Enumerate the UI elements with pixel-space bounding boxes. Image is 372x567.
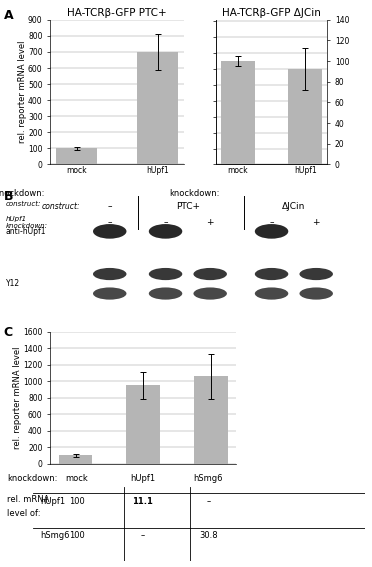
- Text: hSmg6: hSmg6: [40, 531, 69, 540]
- Text: hSmg6: hSmg6: [193, 474, 223, 483]
- Ellipse shape: [255, 268, 288, 280]
- Text: construct:: construct:: [6, 201, 41, 208]
- Bar: [288, 69, 322, 164]
- Text: 100: 100: [69, 497, 85, 506]
- Bar: [221, 61, 255, 164]
- Y-axis label: rel. reporter mRNA level: rel. reporter mRNA level: [13, 346, 22, 449]
- Ellipse shape: [93, 224, 126, 239]
- Y-axis label: rel. reporter mRNA level: rel. reporter mRNA level: [17, 41, 26, 143]
- Ellipse shape: [149, 224, 182, 239]
- Text: A: A: [4, 9, 13, 22]
- Text: –: –: [206, 497, 211, 506]
- Text: 100: 100: [69, 531, 85, 540]
- Text: +: +: [206, 218, 214, 227]
- Text: 30.8: 30.8: [199, 531, 218, 540]
- Text: level of:: level of:: [7, 509, 41, 518]
- Text: PTC+: PTC+: [176, 202, 200, 211]
- Ellipse shape: [255, 287, 288, 299]
- Bar: [56, 149, 97, 164]
- Text: –: –: [141, 531, 145, 540]
- Bar: [126, 386, 160, 464]
- Text: mock: mock: [66, 474, 89, 483]
- Text: knockdown:: knockdown:: [0, 189, 44, 198]
- Ellipse shape: [193, 268, 227, 280]
- Text: hUpf1
knockdown:: hUpf1 knockdown:: [6, 215, 48, 229]
- Title: HA-TCRβ-GFP PTC+: HA-TCRβ-GFP PTC+: [67, 8, 167, 18]
- Text: hUpf1: hUpf1: [40, 497, 65, 506]
- Text: C: C: [4, 326, 13, 339]
- Ellipse shape: [193, 287, 227, 299]
- Text: knockdown:: knockdown:: [169, 189, 219, 198]
- Bar: [194, 376, 228, 464]
- Ellipse shape: [149, 287, 182, 299]
- Text: anti-hUpf1: anti-hUpf1: [6, 227, 46, 236]
- Title: HA-TCRβ-GFP ΔJCin: HA-TCRβ-GFP ΔJCin: [222, 8, 321, 18]
- Text: 11.1: 11.1: [132, 497, 153, 506]
- Text: –: –: [108, 218, 112, 227]
- Text: B: B: [4, 190, 13, 203]
- Bar: [59, 455, 93, 464]
- Text: ΔJCin: ΔJCin: [282, 202, 305, 211]
- Bar: [138, 52, 178, 164]
- Ellipse shape: [299, 287, 333, 299]
- Text: knockdown:: knockdown:: [7, 474, 58, 483]
- Text: –: –: [269, 218, 274, 227]
- Ellipse shape: [149, 268, 182, 280]
- Text: rel. mRNA: rel. mRNA: [7, 495, 50, 504]
- Ellipse shape: [299, 268, 333, 280]
- Ellipse shape: [93, 287, 126, 299]
- Ellipse shape: [255, 224, 288, 239]
- Text: –: –: [108, 202, 112, 211]
- Text: construct:: construct:: [42, 202, 80, 211]
- Ellipse shape: [93, 268, 126, 280]
- Text: +: +: [312, 218, 320, 227]
- Text: Y12: Y12: [6, 280, 20, 288]
- Text: hUpf1: hUpf1: [130, 474, 155, 483]
- Text: –: –: [163, 218, 168, 227]
